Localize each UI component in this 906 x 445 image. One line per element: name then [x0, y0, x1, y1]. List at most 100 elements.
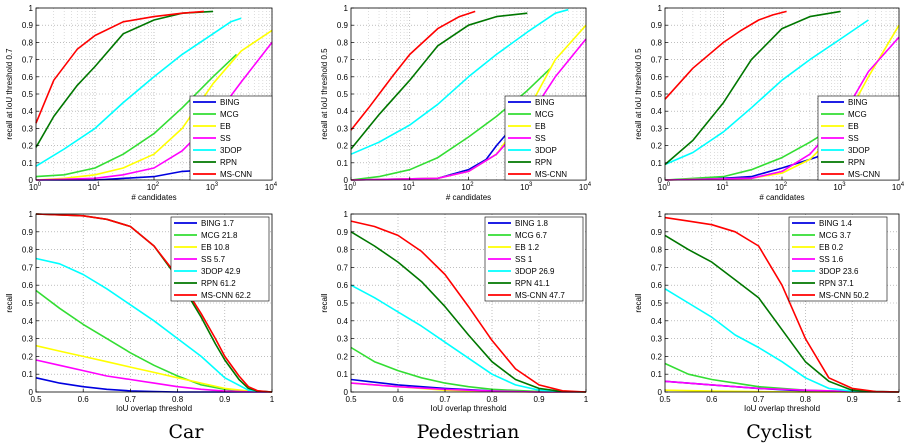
caption-pedestrian: Pedestrian — [416, 421, 520, 443]
y-tick-label: 0 — [344, 176, 349, 185]
y-tick-label: 0.5 — [22, 90, 34, 99]
x-tick-label: 0.7 — [125, 395, 137, 404]
legend-label-SS: SS 1 — [515, 255, 533, 264]
y-tick-label: 0.4 — [337, 107, 349, 116]
y-tick-label: 0.2 — [22, 352, 34, 361]
legend-label-3DOP: 3DOP — [535, 146, 557, 155]
legend-label-SS: SS 1.6 — [819, 255, 844, 264]
y-tick-label: 0.5 — [337, 90, 349, 99]
legend-label-3DOP: 3DOP — [220, 146, 242, 155]
legend-label-MCG: MCG — [220, 110, 239, 119]
y-tick-label: 0.3 — [651, 124, 663, 133]
series-line-MS-CNN — [35, 213, 273, 393]
x-tick-label: 0.6 — [706, 395, 718, 404]
series-line-RPN — [350, 231, 587, 393]
y-tick-label: 0.4 — [337, 317, 349, 326]
chart-panel-2: 0 0.1 0.2 0.3 0.4 0.5 0.6 0.7 0.8 0.9 1 100 101 102 10… — [634, 4, 905, 202]
y-tick-label: 0.8 — [22, 246, 34, 255]
legend-label-MCG: MCG — [848, 110, 867, 119]
y-tick-label: 0.5 — [22, 299, 34, 308]
series-line-SS — [664, 36, 900, 181]
y-tick-label: 0.9 — [22, 228, 34, 237]
legend-label-3DOP: 3DOP 23.6 — [819, 267, 859, 276]
x-tick-label: 104 — [579, 182, 592, 192]
y-tick-label: 0 — [344, 388, 349, 397]
y-tick-label: 0.6 — [651, 73, 663, 82]
legend-label-EB: EB — [848, 122, 859, 131]
x-axis-label: # candidates — [131, 193, 176, 202]
y-tick-label: 0.4 — [22, 317, 34, 326]
y-tick-label: 0.1 — [22, 159, 34, 168]
y-tick-label: 0.6 — [337, 281, 349, 290]
legend-label-BING: BING 1.4 — [819, 219, 852, 228]
x-tick-label: 104 — [265, 182, 278, 192]
legend-label-EB: EB — [220, 122, 231, 131]
legend: BING MCG EB SS 3DOP RPN MS-CNN — [817, 95, 900, 181]
legend-label-BING: BING — [220, 98, 240, 107]
y-axis-label: recall — [5, 293, 14, 312]
y-tick-label: 0.5 — [651, 90, 663, 99]
series-line-EB — [35, 344, 273, 393]
series-line-MCG — [350, 67, 552, 181]
x-tick-label: 0.7 — [753, 395, 765, 404]
y-tick-label: 0.2 — [22, 142, 34, 151]
series-line-MCG — [350, 346, 587, 393]
chart-panel-3: 0 0.1 0.2 0.3 0.4 0.5 0.6 0.7 0.8 0.9 1 0.5 0.6 0.7 0.… — [5, 210, 275, 413]
series-line-3DOP — [35, 17, 242, 167]
legend-label-BING: BING 1.7 — [201, 219, 234, 228]
legend-label-BING: BING — [535, 98, 555, 107]
y-tick-label: 0.7 — [337, 56, 349, 65]
legend-label-MS-CNN: MS-CNN — [848, 170, 880, 179]
y-tick-label: 0.1 — [337, 159, 349, 168]
series-line-MS-CNN — [664, 10, 787, 100]
legend-label-EB: EB — [535, 122, 546, 131]
y-tick-label: 0.7 — [337, 263, 349, 272]
legend-label-RPN: RPN — [535, 158, 552, 167]
y-tick-label: 0.1 — [22, 370, 34, 379]
caption-car: Car — [168, 421, 204, 443]
legend-label-EB: EB 10.8 — [201, 243, 230, 252]
legend-label-3DOP: 3DOP 42.9 — [201, 267, 241, 276]
x-axis-label: # candidates — [759, 193, 804, 202]
y-tick-label: 0.4 — [651, 107, 663, 116]
y-tick-label: 0.7 — [22, 56, 34, 65]
chart-panel-5: 0 0.1 0.2 0.3 0.4 0.5 0.6 0.7 0.8 0.9 1 0.5 0.6 0.7 0.… — [634, 210, 902, 413]
y-tick-label: 0.9 — [651, 21, 663, 30]
x-tick-label: 0.8 — [172, 395, 184, 404]
series-line-RPN — [350, 12, 528, 150]
x-tick-label: 0.8 — [486, 395, 498, 404]
y-tick-label: 0.9 — [337, 228, 349, 237]
y-tick-label: 0 — [29, 176, 34, 185]
legend: BING 1.8 MCG 6.7 EB 1.2 SS 1 3DOP 26.9 RPN 41… — [484, 216, 584, 302]
x-tick-label: 100 — [29, 182, 42, 192]
legend-label-MS-CNN: MS-CNN 47.7 — [515, 291, 565, 300]
series-line-3DOP — [664, 19, 869, 166]
legend-label-BING: BING 1.8 — [515, 219, 548, 228]
legend-label-BING: BING — [848, 98, 868, 107]
y-tick-label: 0.6 — [337, 73, 349, 82]
legend-label-SS: SS 5.7 — [201, 255, 226, 264]
series-line-EB — [35, 29, 273, 181]
x-tick-label: 1 — [897, 395, 902, 404]
x-tick-label: 100 — [344, 182, 357, 192]
legend-label-MCG: MCG 6.7 — [515, 231, 548, 240]
series-line-MS-CNN — [664, 216, 900, 393]
y-tick-label: 0.6 — [651, 281, 663, 290]
y-tick-label: 1 — [658, 210, 663, 219]
x-axis-label: IoU overlap threshold — [430, 404, 506, 413]
y-tick-label: 0.3 — [651, 335, 663, 344]
y-tick-label: 0.3 — [22, 124, 34, 133]
x-tick-label: 103 — [520, 182, 533, 192]
x-tick-label: 0.7 — [439, 395, 451, 404]
legend-label-3DOP: 3DOP — [848, 146, 870, 155]
y-tick-label: 0.4 — [22, 107, 34, 116]
legend-label-MS-CNN: MS-CNN 50.2 — [819, 291, 869, 300]
legend-label-RPN: RPN — [848, 158, 865, 167]
y-tick-label: 0 — [29, 388, 34, 397]
x-tick-label: 102 — [461, 182, 474, 192]
x-tick-label: 0.5 — [30, 395, 42, 404]
y-axis-label: recall at IoU threshold 0.5 — [634, 48, 643, 140]
x-tick-label: 101 — [716, 182, 729, 192]
x-tick-label: 0.9 — [219, 395, 231, 404]
